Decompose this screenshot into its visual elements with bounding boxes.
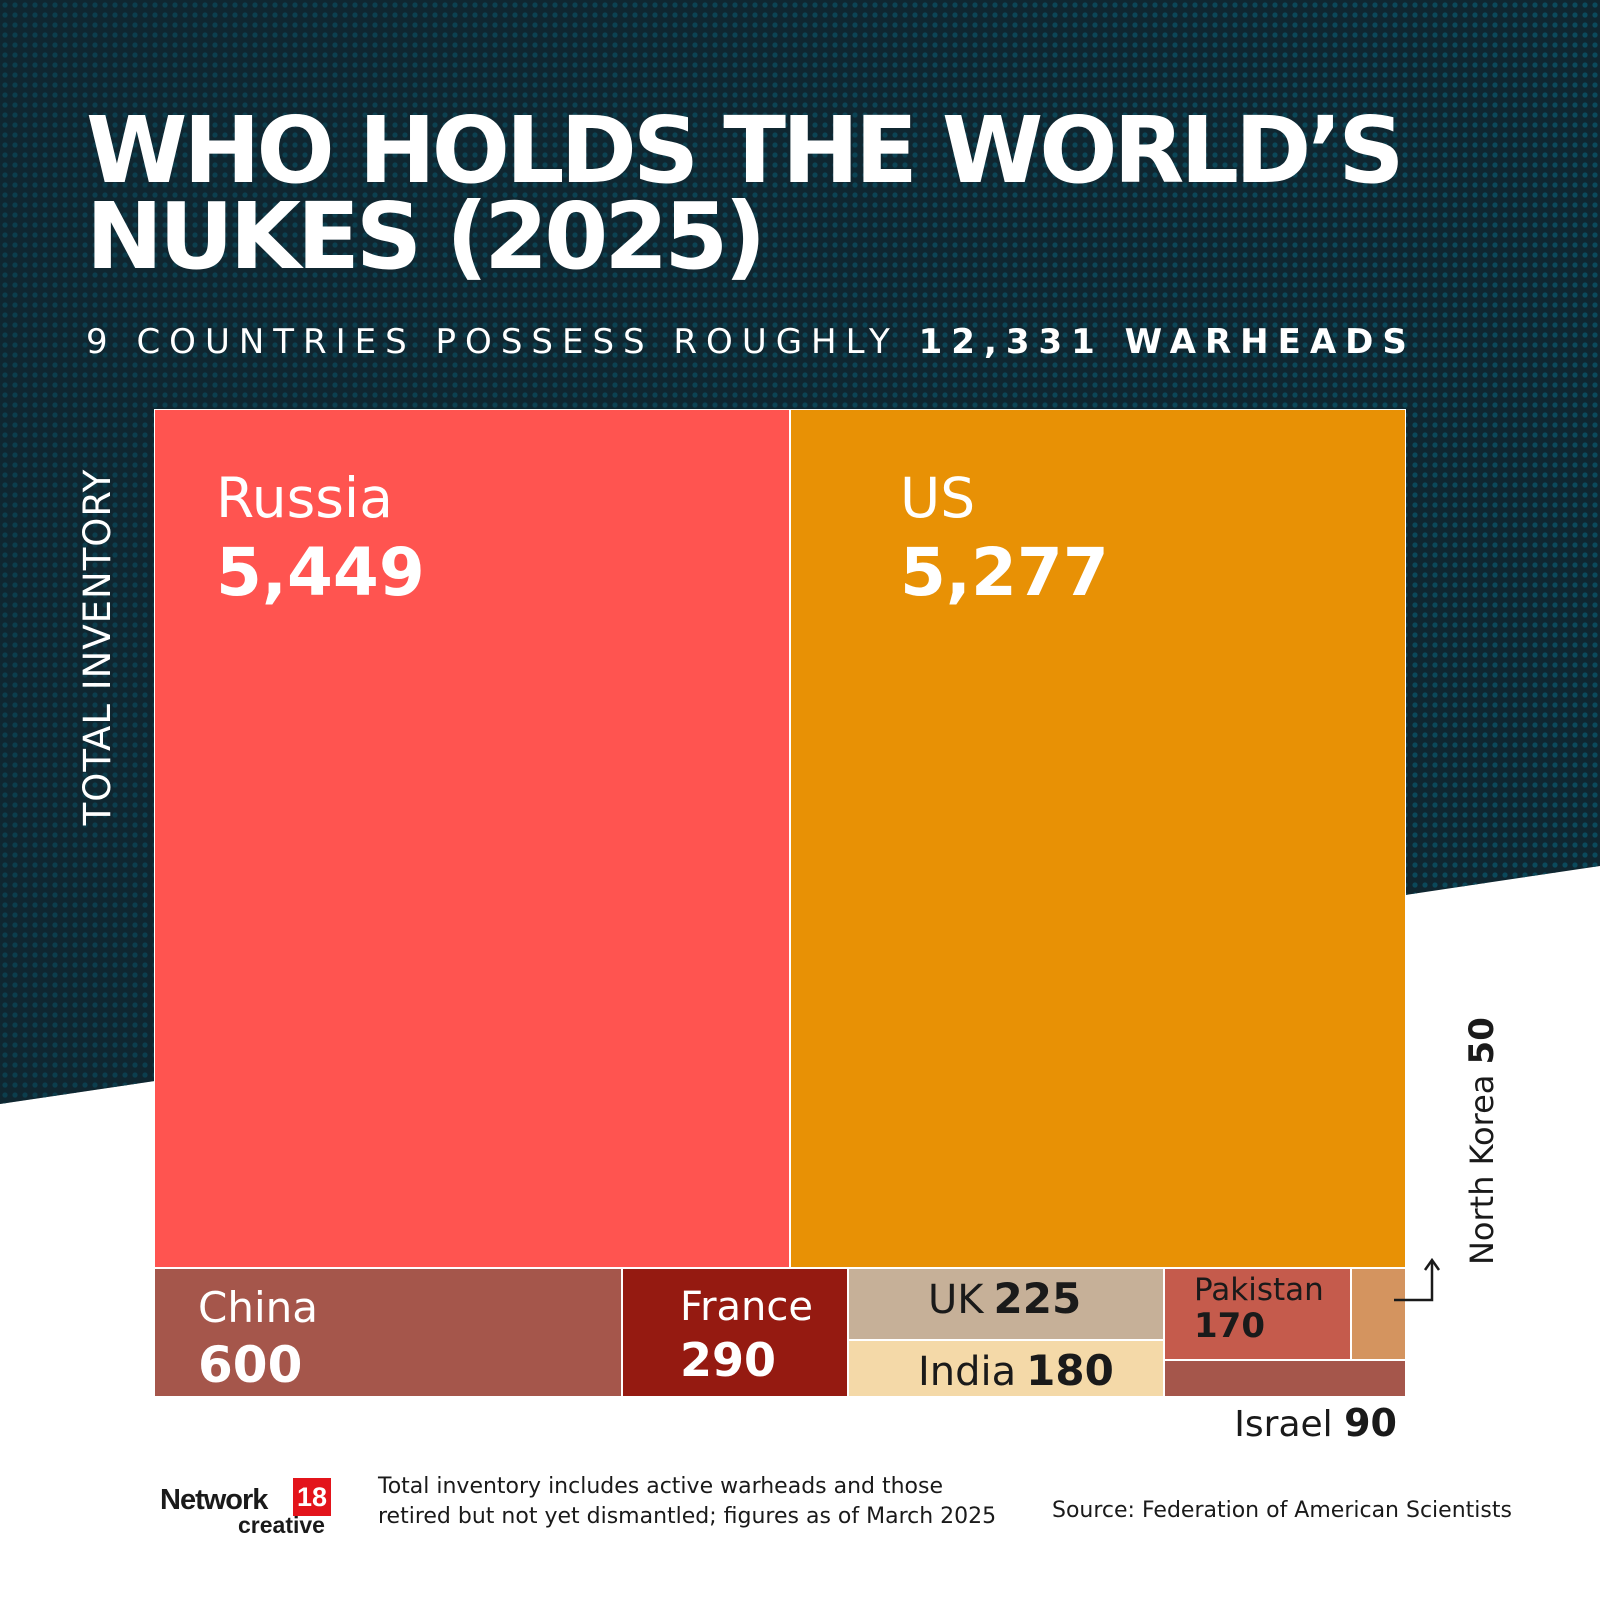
label-uk: UK 225 <box>928 1274 1081 1323</box>
country-name-china: China <box>198 1283 318 1332</box>
treemap-cell-france <box>622 1268 848 1397</box>
treemap-cell-north-korea <box>1351 1268 1406 1360</box>
israel-value: 90 <box>1344 1401 1397 1445</box>
country-value-pakistan: 170 <box>1194 1305 1265 1346</box>
country-name-france: France <box>680 1284 814 1330</box>
label-france: France 290 <box>680 1280 813 1387</box>
treemap-cell-russia <box>154 409 790 1268</box>
treemap-cell-india <box>848 1340 1164 1397</box>
label-us: US 5,277 <box>900 461 1109 611</box>
treemap-cell-pakistan <box>1164 1268 1351 1360</box>
label-china: China 600 <box>198 1280 318 1394</box>
treemap-cell-israel <box>1164 1360 1406 1397</box>
label-russia: Russia 5,449 <box>216 461 425 611</box>
north-korea-label: North Korea 50 <box>1462 1017 1502 1265</box>
israel-label: Israel 90 <box>1234 1401 1397 1445</box>
source-credit: Source: Federation of American Scientist… <box>1052 1498 1512 1523</box>
north-korea-value: 50 <box>1462 1017 1502 1065</box>
country-value-china: 600 <box>198 1335 303 1394</box>
label-pakistan: Pakistan 170 <box>1194 1274 1324 1346</box>
logo-sub: creative <box>238 1512 325 1538</box>
country-name-uk: UK <box>928 1277 984 1323</box>
country-name-russia: Russia <box>216 466 393 530</box>
subtitle-highlight: 12,331 WARHEADS <box>918 322 1416 362</box>
treemap-cell-china <box>154 1268 622 1397</box>
north-korea-pointer-icon <box>1394 1257 1441 1302</box>
chart-subtitle: 9 COUNTRIES POSSESS ROUGHLY 12,331 WARHE… <box>86 322 1506 362</box>
footnote: Total inventory includes active warheads… <box>378 1474 997 1529</box>
subtitle-prefix: 9 COUNTRIES POSSESS ROUGHLY <box>86 322 899 362</box>
chart-title: WHO HOLDS THE WORLD’S NUKES (2025) <box>86 97 1405 290</box>
country-name-us: US <box>900 466 976 530</box>
country-name-india: India <box>918 1349 1017 1395</box>
label-india: India 180 <box>918 1346 1114 1395</box>
north-korea-name: North Korea <box>1463 1074 1501 1265</box>
logo-number: 18 <box>293 1478 331 1516</box>
israel-name: Israel <box>1234 1404 1333 1445</box>
treemap-cell-uk <box>848 1268 1164 1340</box>
logo-text: Network <box>160 1484 268 1516</box>
country-value-us: 5,277 <box>900 534 1109 612</box>
treemap-cell-us <box>790 409 1406 1268</box>
country-value-russia: 5,449 <box>216 534 425 612</box>
network18-logo: Network 18 creative <box>160 1478 335 1540</box>
country-value-uk: 225 <box>993 1274 1082 1323</box>
country-value-france: 290 <box>680 1333 777 1387</box>
country-value-india: 180 <box>1026 1346 1114 1395</box>
country-name-pakistan: Pakistan <box>1194 1272 1324 1308</box>
